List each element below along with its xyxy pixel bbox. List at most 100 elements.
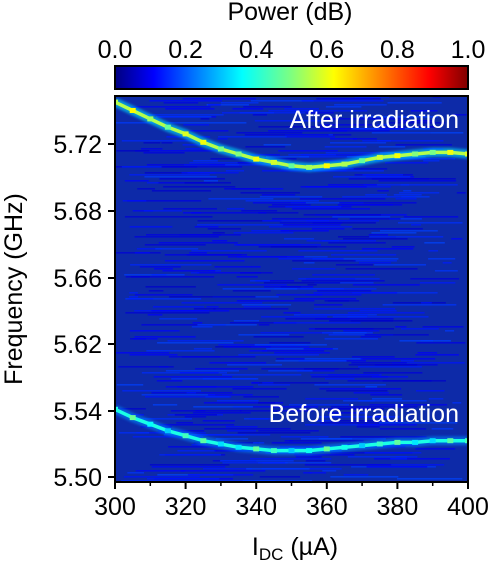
noise-stripe bbox=[229, 322, 297, 324]
noise-stripe bbox=[209, 270, 222, 272]
noise-stripe bbox=[183, 212, 201, 214]
noise-stripe bbox=[272, 204, 311, 206]
noise-stripe bbox=[258, 430, 319, 432]
noise-stripe bbox=[249, 418, 274, 420]
trace-point bbox=[253, 156, 260, 162]
y-axis-ticks: 5.50 5.54 5.62 5.66 5.68 5.72 bbox=[53, 131, 115, 492]
trace-point bbox=[447, 149, 454, 155]
noise-stripe bbox=[208, 104, 221, 106]
noise-stripe bbox=[156, 380, 183, 382]
noise-stripe bbox=[312, 228, 345, 230]
noise-stripe bbox=[304, 464, 392, 466]
noise-stripe bbox=[254, 120, 323, 122]
noise-stripe bbox=[118, 366, 174, 368]
noise-stripe bbox=[226, 208, 245, 210]
noise-stripe bbox=[169, 296, 256, 298]
noise-stripe bbox=[232, 290, 271, 292]
noise-stripe bbox=[159, 178, 225, 180]
noise-stripe bbox=[386, 122, 446, 124]
noise-stripe bbox=[180, 470, 266, 472]
noise-stripe bbox=[392, 302, 446, 304]
noise-stripe bbox=[189, 162, 268, 164]
noise-stripe bbox=[182, 98, 256, 100]
noise-stripe bbox=[284, 108, 319, 110]
noise-stripe bbox=[280, 286, 301, 288]
noise-stripe bbox=[380, 230, 438, 232]
noise-stripe bbox=[368, 234, 388, 236]
noise-stripe bbox=[374, 126, 437, 128]
trace-point bbox=[323, 446, 330, 452]
noise-stripe bbox=[306, 220, 380, 222]
trace-point bbox=[147, 116, 154, 122]
noise-stripe bbox=[127, 472, 144, 474]
noise-stripe bbox=[121, 140, 207, 142]
noise-stripe bbox=[421, 302, 432, 304]
noise-stripe bbox=[191, 250, 267, 252]
noise-stripe bbox=[215, 438, 249, 440]
noise-stripe bbox=[132, 436, 204, 438]
noise-stripe bbox=[248, 346, 310, 348]
noise-stripe bbox=[220, 460, 294, 462]
trace-point bbox=[465, 438, 468, 444]
noise-stripe bbox=[314, 304, 343, 306]
resonance-traces bbox=[115, 98, 468, 456]
noise-stripe bbox=[258, 402, 276, 404]
noise-stripe bbox=[388, 158, 456, 160]
noise-stripe bbox=[258, 212, 299, 214]
noise-stripe bbox=[261, 316, 328, 318]
noise-stripe bbox=[171, 378, 256, 380]
noise-stripe bbox=[223, 346, 271, 348]
noise-stripe bbox=[442, 262, 452, 264]
noise-stripe bbox=[125, 298, 202, 300]
noise-stripe bbox=[193, 308, 216, 310]
noise-stripe bbox=[399, 192, 440, 194]
noise-stripe bbox=[268, 370, 313, 372]
noise-stripe bbox=[224, 188, 261, 190]
noise-stripe bbox=[164, 254, 242, 256]
colorbar-gradient bbox=[114, 65, 469, 90]
noise-stripe bbox=[145, 286, 196, 288]
noise-stripe bbox=[366, 466, 428, 468]
noise-stripe bbox=[129, 174, 210, 176]
noise-stripe bbox=[303, 262, 315, 264]
noise-stripe bbox=[353, 260, 397, 262]
noise-stripe bbox=[250, 100, 314, 102]
colorbar-tick-label: 0.6 bbox=[309, 36, 344, 64]
noise-stripe bbox=[233, 232, 294, 234]
x-axis-label: IDC (µA) bbox=[252, 533, 338, 561]
noise-stripe bbox=[393, 194, 422, 196]
noise-stripe bbox=[133, 338, 158, 340]
noise-stripe bbox=[208, 394, 253, 396]
noise-stripe bbox=[121, 166, 162, 168]
x-axis-label-unit: (µA) bbox=[283, 533, 338, 561]
noise-stripe bbox=[135, 470, 185, 472]
noise-stripe bbox=[144, 244, 206, 246]
noise-stripe bbox=[243, 396, 279, 398]
noise-stripe bbox=[333, 176, 411, 178]
noise-stripe bbox=[263, 144, 292, 146]
noise-stripe bbox=[251, 230, 289, 232]
noise-stripe bbox=[179, 234, 241, 236]
noise-stripe bbox=[213, 308, 289, 310]
noise-stripe bbox=[316, 98, 381, 100]
noise-stripe bbox=[184, 416, 207, 418]
noise-stripe bbox=[275, 360, 347, 362]
noise-stripe bbox=[364, 334, 429, 336]
noise-stripe bbox=[203, 180, 218, 182]
noise-stripe bbox=[358, 366, 422, 368]
noise-stripe bbox=[377, 124, 390, 126]
colorbar-tick-label: 0.4 bbox=[239, 36, 274, 64]
noise-stripe bbox=[284, 238, 315, 240]
noise-stripe bbox=[274, 352, 330, 354]
noise-stripe bbox=[400, 360, 415, 362]
noise-stripe bbox=[193, 160, 218, 162]
noise-stripe bbox=[146, 182, 159, 184]
noise-stripe bbox=[382, 304, 457, 306]
noise-stripe bbox=[212, 240, 228, 242]
noise-stripe bbox=[129, 226, 173, 228]
noise-stripe bbox=[303, 214, 381, 216]
noise-stripe bbox=[234, 244, 321, 246]
noise-stripe bbox=[157, 182, 211, 184]
noise-stripe bbox=[395, 198, 417, 200]
noise-stripe bbox=[424, 242, 445, 244]
